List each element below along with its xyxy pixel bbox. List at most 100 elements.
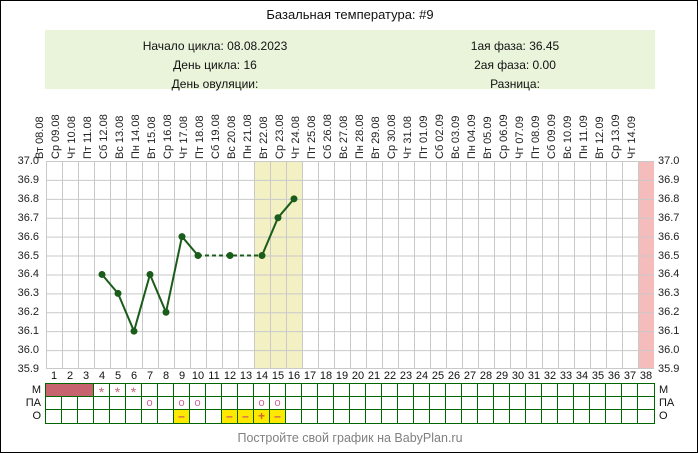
symbol-cell <box>318 384 334 397</box>
temperature-point <box>130 327 138 335</box>
date-label: Чт 24.08 <box>290 116 302 159</box>
date-label: Пт 25.08 <box>306 115 318 159</box>
phase-difference: Разница: <box>490 77 540 91</box>
temperature-point <box>258 252 266 260</box>
y-axis-label: 36.4 <box>658 268 680 281</box>
y-axis-label: 36.9 <box>17 173 39 186</box>
symbol-cell <box>510 384 526 397</box>
date-label: Чт 14.09 <box>626 116 638 159</box>
symbol-cell <box>510 397 526 410</box>
temperature-point <box>162 308 170 316</box>
symbol-cell <box>494 397 510 410</box>
symbol-cell <box>350 384 366 397</box>
symbol-cell <box>606 384 622 397</box>
day-number: 21 <box>367 370 381 382</box>
symbol-cell <box>286 397 302 410</box>
date-label: Ср 09.08 <box>50 114 62 159</box>
y-axis-label: 36.2 <box>658 306 680 319</box>
day-number: 28 <box>479 370 493 382</box>
date-label: Вт 15.08 <box>146 116 158 159</box>
symbol-cell <box>334 384 350 397</box>
symbol-cell <box>350 397 366 410</box>
y-axis-label: 36.0 <box>658 344 680 357</box>
symbol-cell <box>510 410 526 423</box>
date-label: Пн 11.09 <box>578 115 590 159</box>
symbol-cell <box>62 410 78 423</box>
symbol-cell <box>542 397 558 410</box>
ovulation-test-cell: – <box>238 410 254 423</box>
symbol-cell: * <box>94 384 110 397</box>
intercourse-mark-cell: о <box>254 397 270 410</box>
cycle-info-left: Начало цикла: 08.08.2023 День цикла: 16 … <box>65 37 365 94</box>
symbol-cell <box>94 397 110 410</box>
symbol-cell <box>638 384 654 397</box>
y-axis-label: 37.0 <box>17 155 39 167</box>
phase2-avg: 2ая фаза: 0.00 <box>474 58 556 72</box>
day-number: 33 <box>559 370 573 382</box>
symbol-cell <box>382 410 398 423</box>
y-axis-label: 36.5 <box>17 249 39 262</box>
date-label: Пн 21.08 <box>242 114 254 159</box>
day-number: 6 <box>130 370 138 382</box>
symbol-cell <box>94 410 110 423</box>
date-label: Вт 12.09 <box>594 116 606 159</box>
symbol-cell <box>110 410 126 423</box>
y-axis-label: 36.6 <box>17 230 39 243</box>
day-number: 38 <box>639 370 653 382</box>
symbol-cell <box>414 410 430 423</box>
symbol-cell: * <box>110 384 126 397</box>
negative-test-symbol: – <box>274 410 281 423</box>
symbol-cell <box>382 384 398 397</box>
menstruation-star-icon: * <box>130 384 137 397</box>
cycle-start: Начало цикла: 08.08.2023 <box>142 39 288 53</box>
date-label: Вт 05.09 <box>482 116 494 159</box>
date-label: Ср 23.08 <box>274 114 286 159</box>
symbol-cell <box>302 397 318 410</box>
date-label: Вт 22.08 <box>258 116 270 159</box>
symbol-cell <box>542 384 558 397</box>
symbol-cell <box>462 384 478 397</box>
symbol-cell <box>574 384 590 397</box>
temperature-point <box>146 270 154 278</box>
positive-test-symbol: + <box>257 410 265 423</box>
symbol-cell <box>638 410 654 423</box>
day-number: 7 <box>146 370 154 382</box>
y-axis-label: 35.9 <box>17 363 39 375</box>
day-number: 8 <box>162 370 170 382</box>
day-number: 19 <box>335 370 349 382</box>
date-label: Ср 06.09 <box>498 114 510 159</box>
date-label: Ср 16.08 <box>162 114 174 159</box>
intercourse-mark-cell: о <box>142 397 158 410</box>
intercourse-mark-cell: о <box>270 397 286 410</box>
symbol-cell <box>238 384 254 397</box>
symbol-cell <box>334 410 350 423</box>
date-label: Сб 12.08 <box>98 114 110 159</box>
day-number: 9 <box>178 370 186 382</box>
day-number: 26 <box>447 370 461 382</box>
symbol-cell <box>158 410 174 423</box>
symbol-cell <box>526 397 542 410</box>
day-number: 17 <box>303 370 317 382</box>
negative-test-symbol: – <box>226 410 233 423</box>
symbol-cell <box>302 410 318 423</box>
symbol-cell <box>526 410 542 423</box>
symbol-cell <box>350 410 366 423</box>
date-label: Сб 26.08 <box>322 114 334 159</box>
symbol-cell <box>430 397 446 410</box>
symbol-cell <box>318 397 334 410</box>
symbol-cell <box>446 397 462 410</box>
day-number: 27 <box>463 370 477 382</box>
symbol-cell <box>366 397 382 410</box>
phase1-avg: 1ая фаза: 36.45 <box>470 39 560 53</box>
date-label: Вс 10.09 <box>562 115 574 159</box>
symbol-cell <box>78 410 94 423</box>
temperature-point <box>194 252 202 260</box>
y-axis-label: 36.1 <box>658 325 680 338</box>
ovulation-day: День овуляции: <box>171 77 259 91</box>
symbol-cell <box>254 384 270 397</box>
menstruation-star-icon: * <box>98 384 105 397</box>
symbol-cell <box>286 384 302 397</box>
date-label: Вс 27.08 <box>338 115 350 159</box>
date-label: Вт 29.08 <box>370 116 382 159</box>
